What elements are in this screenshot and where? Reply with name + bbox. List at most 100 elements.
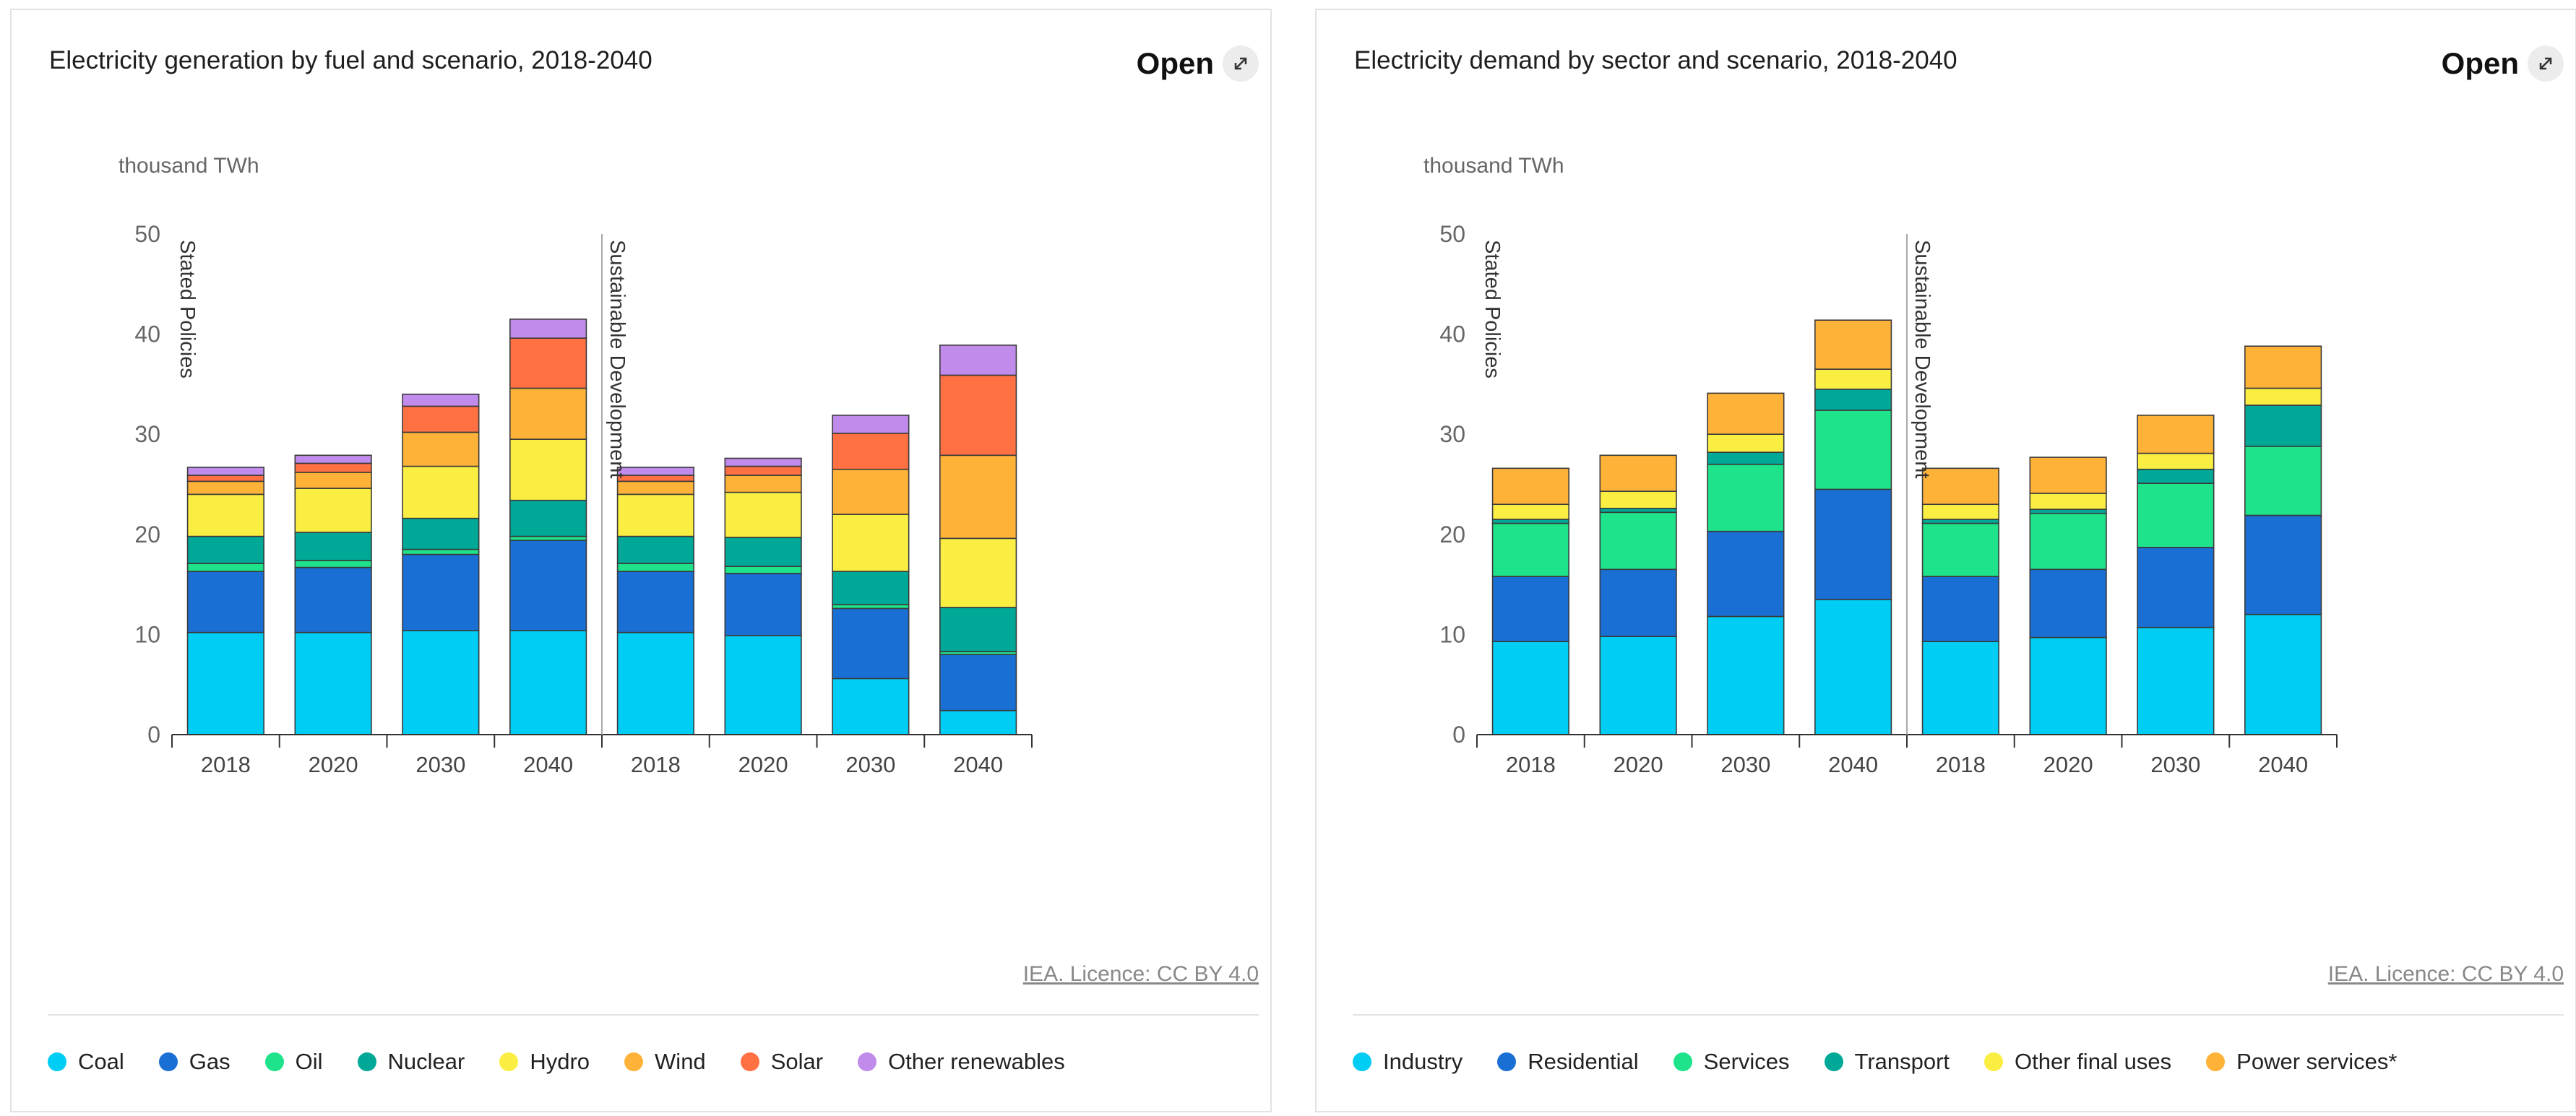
bar-segment-power-services[interactable] <box>1491 467 1569 506</box>
bar-segment-hydro[interactable] <box>294 488 372 533</box>
bar-segment-solar[interactable] <box>294 462 372 473</box>
bar-segment-hydro[interactable] <box>186 493 264 537</box>
bar-segment-transport[interactable] <box>1599 507 1677 514</box>
bar-segment-coal[interactable] <box>509 630 587 735</box>
bar-segment-oil[interactable] <box>509 535 587 541</box>
bar-segment-services[interactable] <box>1491 522 1569 577</box>
bar-segment-coal[interactable] <box>616 631 694 735</box>
bar-segment-wind[interactable] <box>939 454 1017 540</box>
bar-segment-power-services[interactable] <box>1599 454 1677 493</box>
bar-segment-power-services[interactable] <box>1707 392 1785 436</box>
legend-item-other-renewables[interactable]: Other renewables <box>858 1049 1065 1075</box>
bar-segment-power-services[interactable] <box>1921 467 1999 506</box>
bar-segment-other-renewables[interactable] <box>832 415 910 434</box>
bar-segment-oil[interactable] <box>832 604 910 610</box>
bar-segment-other-renewables[interactable] <box>186 467 264 476</box>
bar-segment-wind[interactable] <box>616 480 694 496</box>
bar-segment-oil[interactable] <box>294 560 372 568</box>
bar-segment-power-services[interactable] <box>2029 457 2107 494</box>
bar-segment-gas[interactable] <box>832 607 910 680</box>
bar-segment-nuclear[interactable] <box>509 499 587 537</box>
bar-segment-residential[interactable] <box>2244 514 2322 615</box>
bar-segment-transport[interactable] <box>1707 451 1785 465</box>
bar-segment-residential[interactable] <box>1707 530 1785 618</box>
bar-segment-industry[interactable] <box>2137 626 2215 735</box>
bar-segment-hydro[interactable] <box>509 438 587 501</box>
bar-segment-nuclear[interactable] <box>616 535 694 564</box>
bar-segment-solar[interactable] <box>509 337 587 389</box>
bar-segment-hydro[interactable] <box>832 514 910 572</box>
bar-segment-residential[interactable] <box>2137 547 2215 628</box>
bar-segment-gas[interactable] <box>509 540 587 631</box>
legend-item-nuclear[interactable]: Nuclear <box>357 1049 465 1075</box>
bar-segment-solar[interactable] <box>402 405 480 433</box>
bar-segment-services[interactable] <box>2029 512 2107 571</box>
bar-segment-wind[interactable] <box>186 480 264 496</box>
open-button[interactable]: Open <box>2442 43 2564 84</box>
bar-segment-other-renewables[interactable] <box>402 393 480 407</box>
bar-segment-power-services[interactable] <box>2137 415 2215 454</box>
bar-segment-other-renewables[interactable] <box>509 319 587 339</box>
bar-segment-oil[interactable] <box>616 563 694 572</box>
bar-segment-nuclear[interactable] <box>294 532 372 561</box>
open-button[interactable]: Open <box>1137 43 1259 84</box>
bar-segment-industry[interactable] <box>2029 636 2107 735</box>
bar-segment-residential[interactable] <box>1921 576 1999 642</box>
legend-item-gas[interactable]: Gas <box>158 1049 231 1075</box>
bar-segment-residential[interactable] <box>1814 488 1892 600</box>
bar-segment-other-final-uses[interactable] <box>2137 452 2215 470</box>
bar-segment-industry[interactable] <box>1707 615 1785 735</box>
bar-segment-industry[interactable] <box>1491 641 1569 735</box>
bar-segment-solar[interactable] <box>186 475 264 483</box>
bar-segment-other-final-uses[interactable] <box>1921 503 1999 520</box>
bar-segment-wind[interactable] <box>832 468 910 515</box>
legend-item-residential[interactable]: Residential <box>1497 1049 1639 1075</box>
bar-segment-other-final-uses[interactable] <box>2244 387 2322 406</box>
bar-segment-residential[interactable] <box>1599 568 1677 637</box>
legend-item-hydro[interactable]: Hydro <box>499 1049 590 1075</box>
bar-segment-other-final-uses[interactable] <box>1599 490 1677 509</box>
legend-item-transport[interactable]: Transport <box>1824 1049 1950 1075</box>
bar-segment-gas[interactable] <box>939 654 1017 711</box>
bar-segment-nuclear[interactable] <box>186 535 264 564</box>
bar-segment-other-renewables[interactable] <box>294 454 372 464</box>
legend-item-solar[interactable]: Solar <box>740 1049 823 1075</box>
legend-item-oil[interactable]: Oil <box>264 1049 323 1075</box>
bar-segment-transport[interactable] <box>2029 509 2107 514</box>
legend-item-other-final-uses[interactable]: Other final uses <box>1984 1049 2171 1075</box>
bar-segment-industry[interactable] <box>2244 613 2322 735</box>
legend-item-power-services[interactable]: Power services* <box>2206 1049 2397 1075</box>
bar-segment-residential[interactable] <box>2029 568 2107 639</box>
bar-segment-transport[interactable] <box>2137 468 2215 484</box>
bar-segment-solar[interactable] <box>832 433 910 470</box>
bar-segment-other-final-uses[interactable] <box>2029 493 2107 510</box>
legend-item-coal[interactable]: Coal <box>48 1049 124 1075</box>
bar-segment-industry[interactable] <box>1921 641 1999 735</box>
bar-segment-oil[interactable] <box>186 563 264 572</box>
bar-segment-hydro[interactable] <box>616 493 694 537</box>
bar-segment-power-services[interactable] <box>1814 319 1892 370</box>
bar-segment-oil[interactable] <box>402 548 480 555</box>
bar-segment-coal[interactable] <box>939 709 1017 735</box>
bar-segment-hydro[interactable] <box>724 491 802 538</box>
bar-segment-gas[interactable] <box>616 571 694 633</box>
bar-segment-nuclear[interactable] <box>832 571 910 605</box>
bar-segment-coal[interactable] <box>294 631 372 735</box>
bar-segment-transport[interactable] <box>1921 519 1999 524</box>
bar-segment-nuclear[interactable] <box>724 537 802 567</box>
bar-segment-gas[interactable] <box>186 571 264 633</box>
bar-segment-industry[interactable] <box>1814 599 1892 735</box>
bar-segment-other-renewables[interactable] <box>724 457 802 467</box>
bar-segment-coal[interactable] <box>402 630 480 735</box>
bar-segment-other-final-uses[interactable] <box>1814 368 1892 390</box>
bar-segment-transport[interactable] <box>1814 389 1892 411</box>
licence-link[interactable]: IEA. Licence: CC BY 4.0 <box>2327 962 2564 986</box>
bar-segment-other-final-uses[interactable] <box>1707 433 1785 453</box>
bar-segment-solar[interactable] <box>939 374 1017 457</box>
bar-segment-services[interactable] <box>2244 446 2322 516</box>
bar-segment-hydro[interactable] <box>402 465 480 519</box>
bar-segment-services[interactable] <box>1599 511 1677 571</box>
bar-segment-power-services[interactable] <box>2244 345 2322 389</box>
bar-segment-coal[interactable] <box>832 678 910 735</box>
bar-segment-wind[interactable] <box>294 472 372 489</box>
